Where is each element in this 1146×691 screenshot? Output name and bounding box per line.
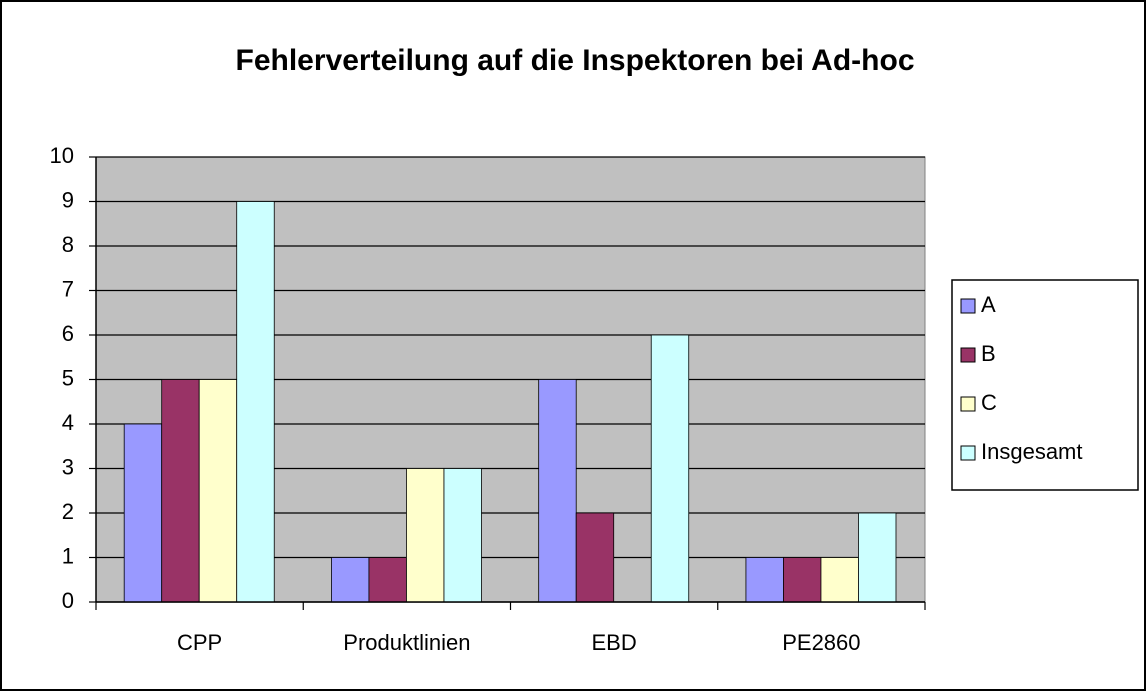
bar [443, 468, 482, 603]
bar [783, 557, 822, 603]
y-tick-label: 4 [62, 410, 74, 435]
legend-label: B [981, 341, 996, 366]
y-tick-label: 3 [62, 454, 74, 479]
y-tick-label: 8 [62, 232, 74, 257]
bar [236, 201, 275, 603]
y-tick-label: 10 [50, 143, 74, 168]
bar [745, 557, 784, 603]
bar [538, 379, 577, 603]
x-tick-label: CPP [177, 630, 222, 655]
legend-swatch [960, 347, 976, 363]
y-tick-label: 9 [62, 187, 74, 212]
x-tick-label: EBD [592, 630, 637, 655]
bar [368, 557, 407, 603]
bar [331, 557, 370, 603]
y-tick-label: 0 [62, 588, 74, 613]
bar [820, 557, 859, 603]
legend-label: Insgesamt [981, 439, 1083, 464]
legend-label: A [981, 292, 996, 317]
y-tick-label: 6 [62, 321, 74, 346]
y-tick-label: 1 [62, 543, 74, 568]
legend-swatch [960, 445, 976, 461]
y-tick-label: 5 [62, 365, 74, 390]
y-tick-label: 7 [62, 276, 74, 301]
chart-title: Fehlerverteilung auf die Inspektoren bei… [236, 44, 915, 77]
bar [575, 512, 615, 603]
x-tick-label: PE2860 [782, 630, 860, 655]
legend-swatch [960, 396, 976, 412]
bar [406, 468, 445, 603]
legend-box [951, 279, 1139, 491]
bar [161, 379, 200, 603]
bar [858, 512, 897, 603]
legend-swatch [960, 298, 976, 314]
y-tick-label: 2 [62, 499, 74, 524]
bar [198, 379, 238, 603]
legend-label: C [981, 390, 997, 415]
bar [123, 423, 163, 603]
x-tick-label: Produktlinien [343, 630, 470, 655]
bar [650, 334, 690, 603]
